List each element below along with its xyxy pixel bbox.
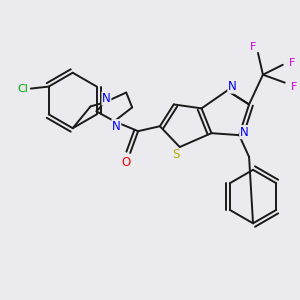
Text: F: F xyxy=(290,82,297,92)
Text: O: O xyxy=(122,156,131,170)
Text: Cl: Cl xyxy=(17,84,28,94)
Text: F: F xyxy=(250,42,256,52)
Text: N: N xyxy=(240,126,248,139)
Text: S: S xyxy=(172,148,179,161)
Text: F: F xyxy=(289,58,295,68)
Text: N: N xyxy=(228,80,237,93)
Text: N: N xyxy=(112,120,121,133)
Text: N: N xyxy=(102,92,111,105)
